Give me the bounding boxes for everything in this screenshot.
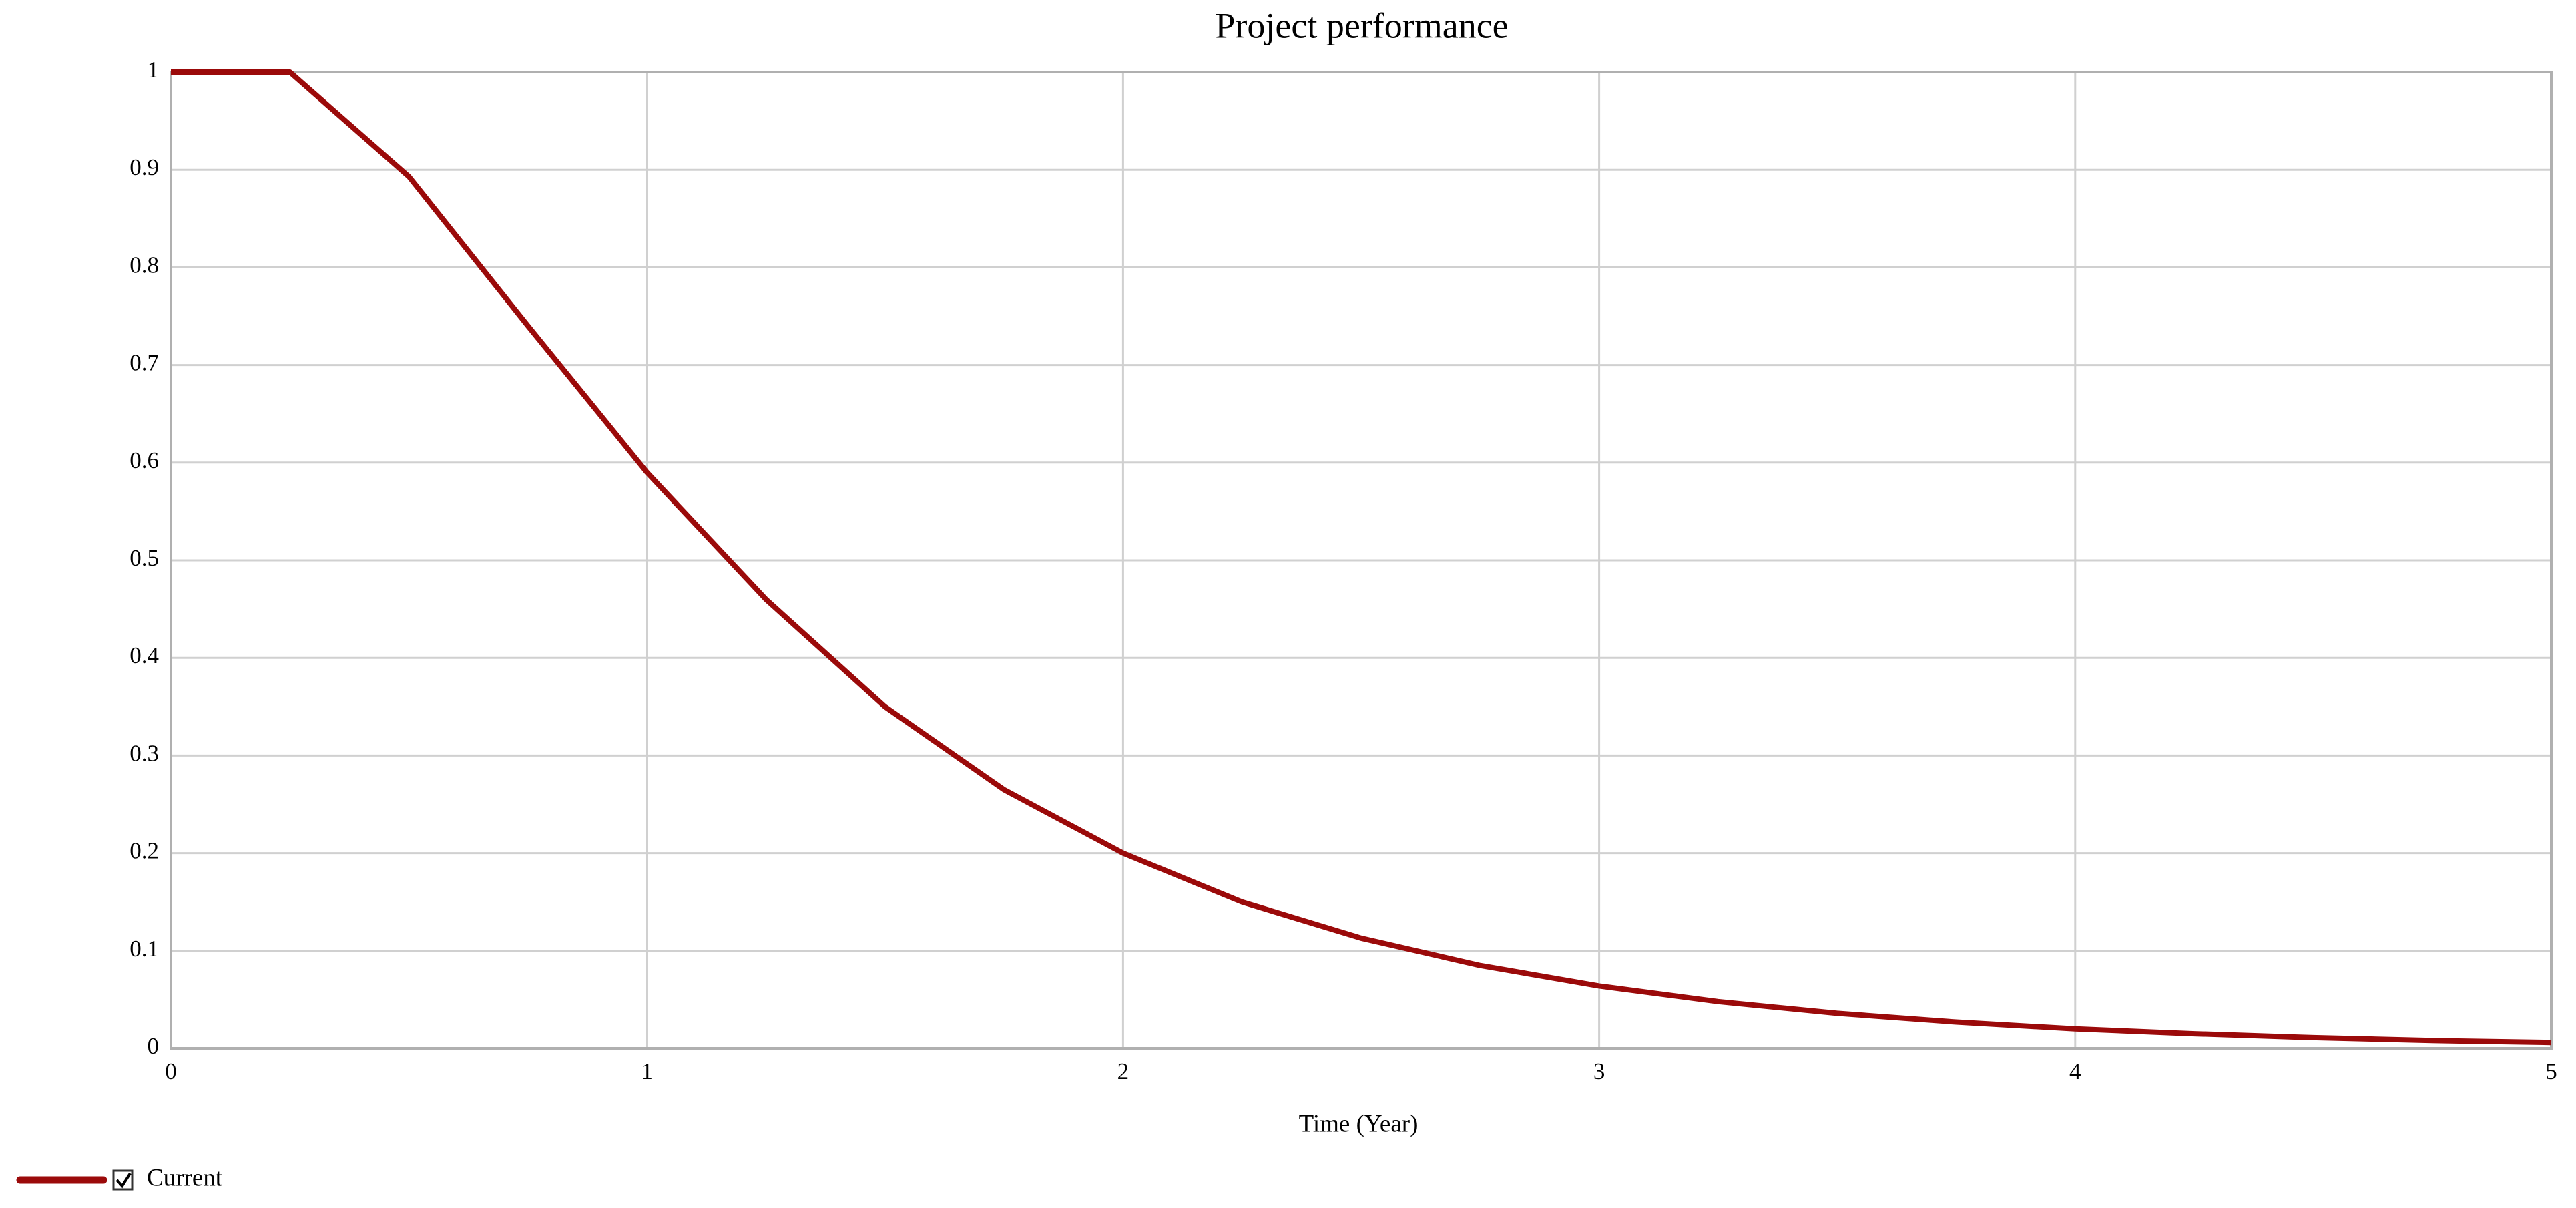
x-tick-label: 3 bbox=[1593, 1058, 1605, 1084]
y-tick-label: 0.2 bbox=[130, 838, 159, 864]
x-tick-label: 5 bbox=[2545, 1058, 2557, 1084]
x-tick-label: 0 bbox=[165, 1058, 177, 1084]
plot-frame bbox=[170, 71, 2553, 1050]
x-tick-label: 2 bbox=[1117, 1058, 1129, 1084]
y-tick-label: 0.3 bbox=[130, 740, 159, 766]
legend-label[interactable]: Current bbox=[147, 1164, 223, 1191]
y-tick-label: 0.5 bbox=[130, 545, 159, 571]
y-tick-label: 0.6 bbox=[130, 447, 159, 473]
x-axis-label: Time (Year) bbox=[1299, 1110, 1419, 1137]
y-tick-label: 0.1 bbox=[130, 936, 159, 962]
x-tick-label: 1 bbox=[641, 1058, 653, 1084]
y-tick-label: 0.4 bbox=[130, 642, 159, 668]
y-tick-label: 0 bbox=[148, 1033, 160, 1059]
chart-title: Project performance bbox=[1215, 5, 1508, 45]
line bbox=[171, 69, 2552, 1046]
x-tick-label: 4 bbox=[2069, 1058, 2081, 1084]
y-tick-label: 0.7 bbox=[130, 350, 159, 376]
y-tick-label: 0.8 bbox=[130, 252, 159, 278]
y-tick-label: 1 bbox=[148, 57, 160, 83]
legend-checkmark[interactable] bbox=[115, 1172, 132, 1189]
y-tick-label: 0.9 bbox=[130, 154, 159, 180]
